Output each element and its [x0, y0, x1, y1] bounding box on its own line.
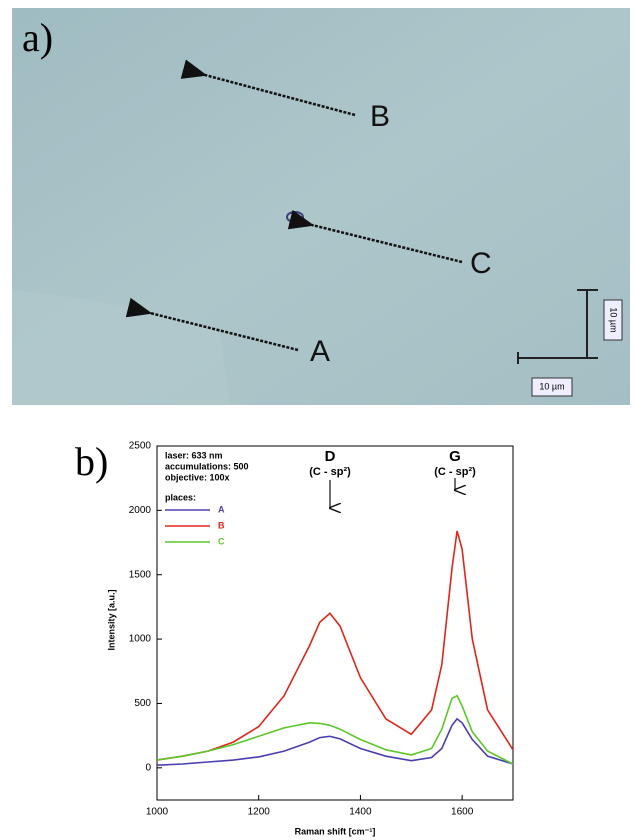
scale-bar — [517, 289, 598, 364]
y-tick-label: 2500 — [129, 441, 152, 452]
point-label: B — [370, 100, 390, 133]
point-label: C — [470, 247, 492, 280]
y-tick-label: 1000 — [129, 634, 152, 645]
scale-box — [531, 377, 573, 397]
arrow — [287, 209, 463, 264]
annotation: objective: 100x — [165, 472, 230, 482]
annotation: laser: 633 nm — [165, 450, 223, 460]
x-tick-label: 1000 — [146, 807, 169, 818]
peak-name: D — [325, 448, 336, 465]
series-line — [156, 694, 514, 765]
panel-label: a) — [22, 15, 53, 60]
legend-label: B — [218, 520, 225, 530]
panel-label: b) — [75, 439, 108, 484]
series-line — [156, 530, 514, 761]
y-tick-label: 0 — [145, 762, 151, 773]
plot-frame — [156, 445, 514, 801]
peak-name: G — [449, 448, 461, 465]
arrow — [180, 59, 356, 117]
point-label: A — [310, 335, 330, 368]
legend-label: A — [218, 504, 225, 514]
legend-label: C — [218, 536, 225, 546]
legend-title: places: — [165, 492, 196, 502]
scale-label: 10 µm — [539, 381, 564, 391]
y-tick-label: 500 — [134, 698, 151, 709]
x-tick-label: 1600 — [451, 807, 474, 818]
x-tick-label: 1400 — [349, 807, 372, 818]
series-line — [156, 717, 514, 766]
peak-label: (C - sp²) — [309, 466, 351, 478]
annotation: accumulations: 500 — [165, 461, 249, 471]
y-axis-label: Intensity [a.u.] — [106, 589, 116, 650]
scale-box — [603, 299, 623, 341]
peak-label: (C - sp²) — [434, 466, 476, 478]
scale-label: 10 µm — [609, 307, 619, 332]
y-tick-label: 1500 — [129, 569, 152, 580]
arrow — [125, 297, 299, 352]
x-axis-label: Raman shift [cm⁻¹] — [295, 826, 376, 836]
y-tick-label: 2000 — [129, 505, 152, 516]
x-tick-label: 1200 — [248, 807, 271, 818]
